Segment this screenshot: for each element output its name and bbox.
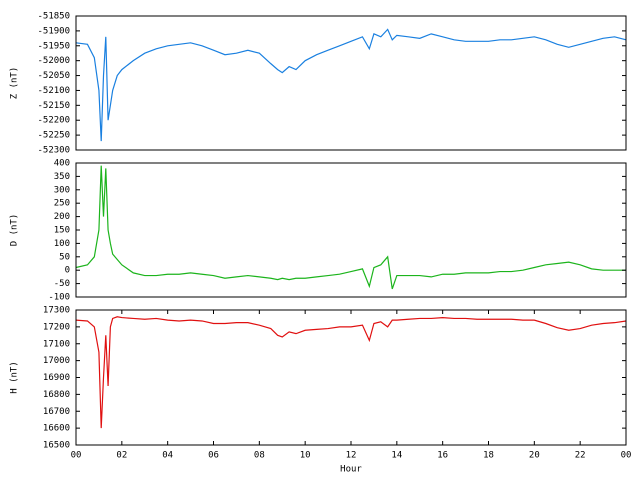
x-tick-label: 16	[437, 451, 448, 461]
plot-frame	[75, 162, 627, 298]
y-tick-label: 16600	[43, 424, 70, 434]
data-line	[75, 316, 627, 429]
y-tick-label: -52200	[37, 116, 70, 126]
y-tick-label: -52300	[37, 146, 70, 156]
y-tick-label: -51950	[37, 41, 70, 51]
x-tick-label: 14	[391, 451, 402, 461]
x-tick-label: 22	[575, 451, 586, 461]
y-tick-label: 17200	[43, 322, 70, 332]
x-tick-label: 00	[621, 451, 632, 461]
plot-frame	[75, 15, 627, 151]
y-axis-label: D (nT)	[10, 214, 20, 247]
y-tick-label: 100	[54, 239, 70, 249]
x-tick-label: 20	[529, 451, 540, 461]
x-tick-label: 10	[300, 451, 311, 461]
y-tick-label: -50	[54, 279, 70, 289]
y-tick-label: 300	[54, 185, 70, 195]
y-tick-label: 16500	[43, 441, 70, 451]
x-tick-label: 04	[162, 451, 173, 461]
y-tick-label: 0	[65, 266, 70, 276]
y-tick-label: 17100	[43, 339, 70, 349]
y-tick-label: 250	[54, 199, 70, 209]
y-tick-label: 150	[54, 226, 70, 236]
y-tick-label: 200	[54, 212, 70, 222]
y-tick-label: 16900	[43, 373, 70, 383]
y-tick-label: -52050	[37, 71, 70, 81]
y-tick-label: -52100	[37, 86, 70, 96]
x-tick-label: 18	[483, 451, 494, 461]
x-tick-label: 02	[116, 451, 127, 461]
y-tick-label: -52250	[37, 131, 70, 141]
x-axis-label: Hour	[340, 465, 362, 475]
y-tick-label: 50	[59, 252, 70, 262]
data-line	[75, 165, 626, 290]
y-tick-label: 16700	[43, 407, 70, 417]
x-tick-label: 12	[346, 451, 357, 461]
x-tick-label: 08	[254, 451, 265, 461]
y-tick-label: 17000	[43, 356, 70, 366]
x-tick-label: 06	[208, 451, 219, 461]
y-tick-label: 400	[54, 159, 70, 169]
y-tick-label: -52150	[37, 101, 70, 111]
y-tick-label: -51900	[37, 26, 70, 36]
y-tick-label: 16800	[43, 390, 70, 400]
plot-frame	[75, 309, 627, 446]
y-tick-label: 17300	[43, 306, 70, 316]
y-tick-label: -51850	[37, 12, 70, 22]
data-line	[75, 28, 627, 142]
y-tick-label: -52000	[37, 56, 70, 66]
x-tick-label: 00	[71, 451, 82, 461]
y-tick-label: 350	[54, 172, 70, 182]
y-axis-label: Z (nT)	[10, 67, 20, 100]
y-axis-label: H (nT)	[10, 361, 20, 394]
y-tick-label: -100	[48, 293, 70, 303]
